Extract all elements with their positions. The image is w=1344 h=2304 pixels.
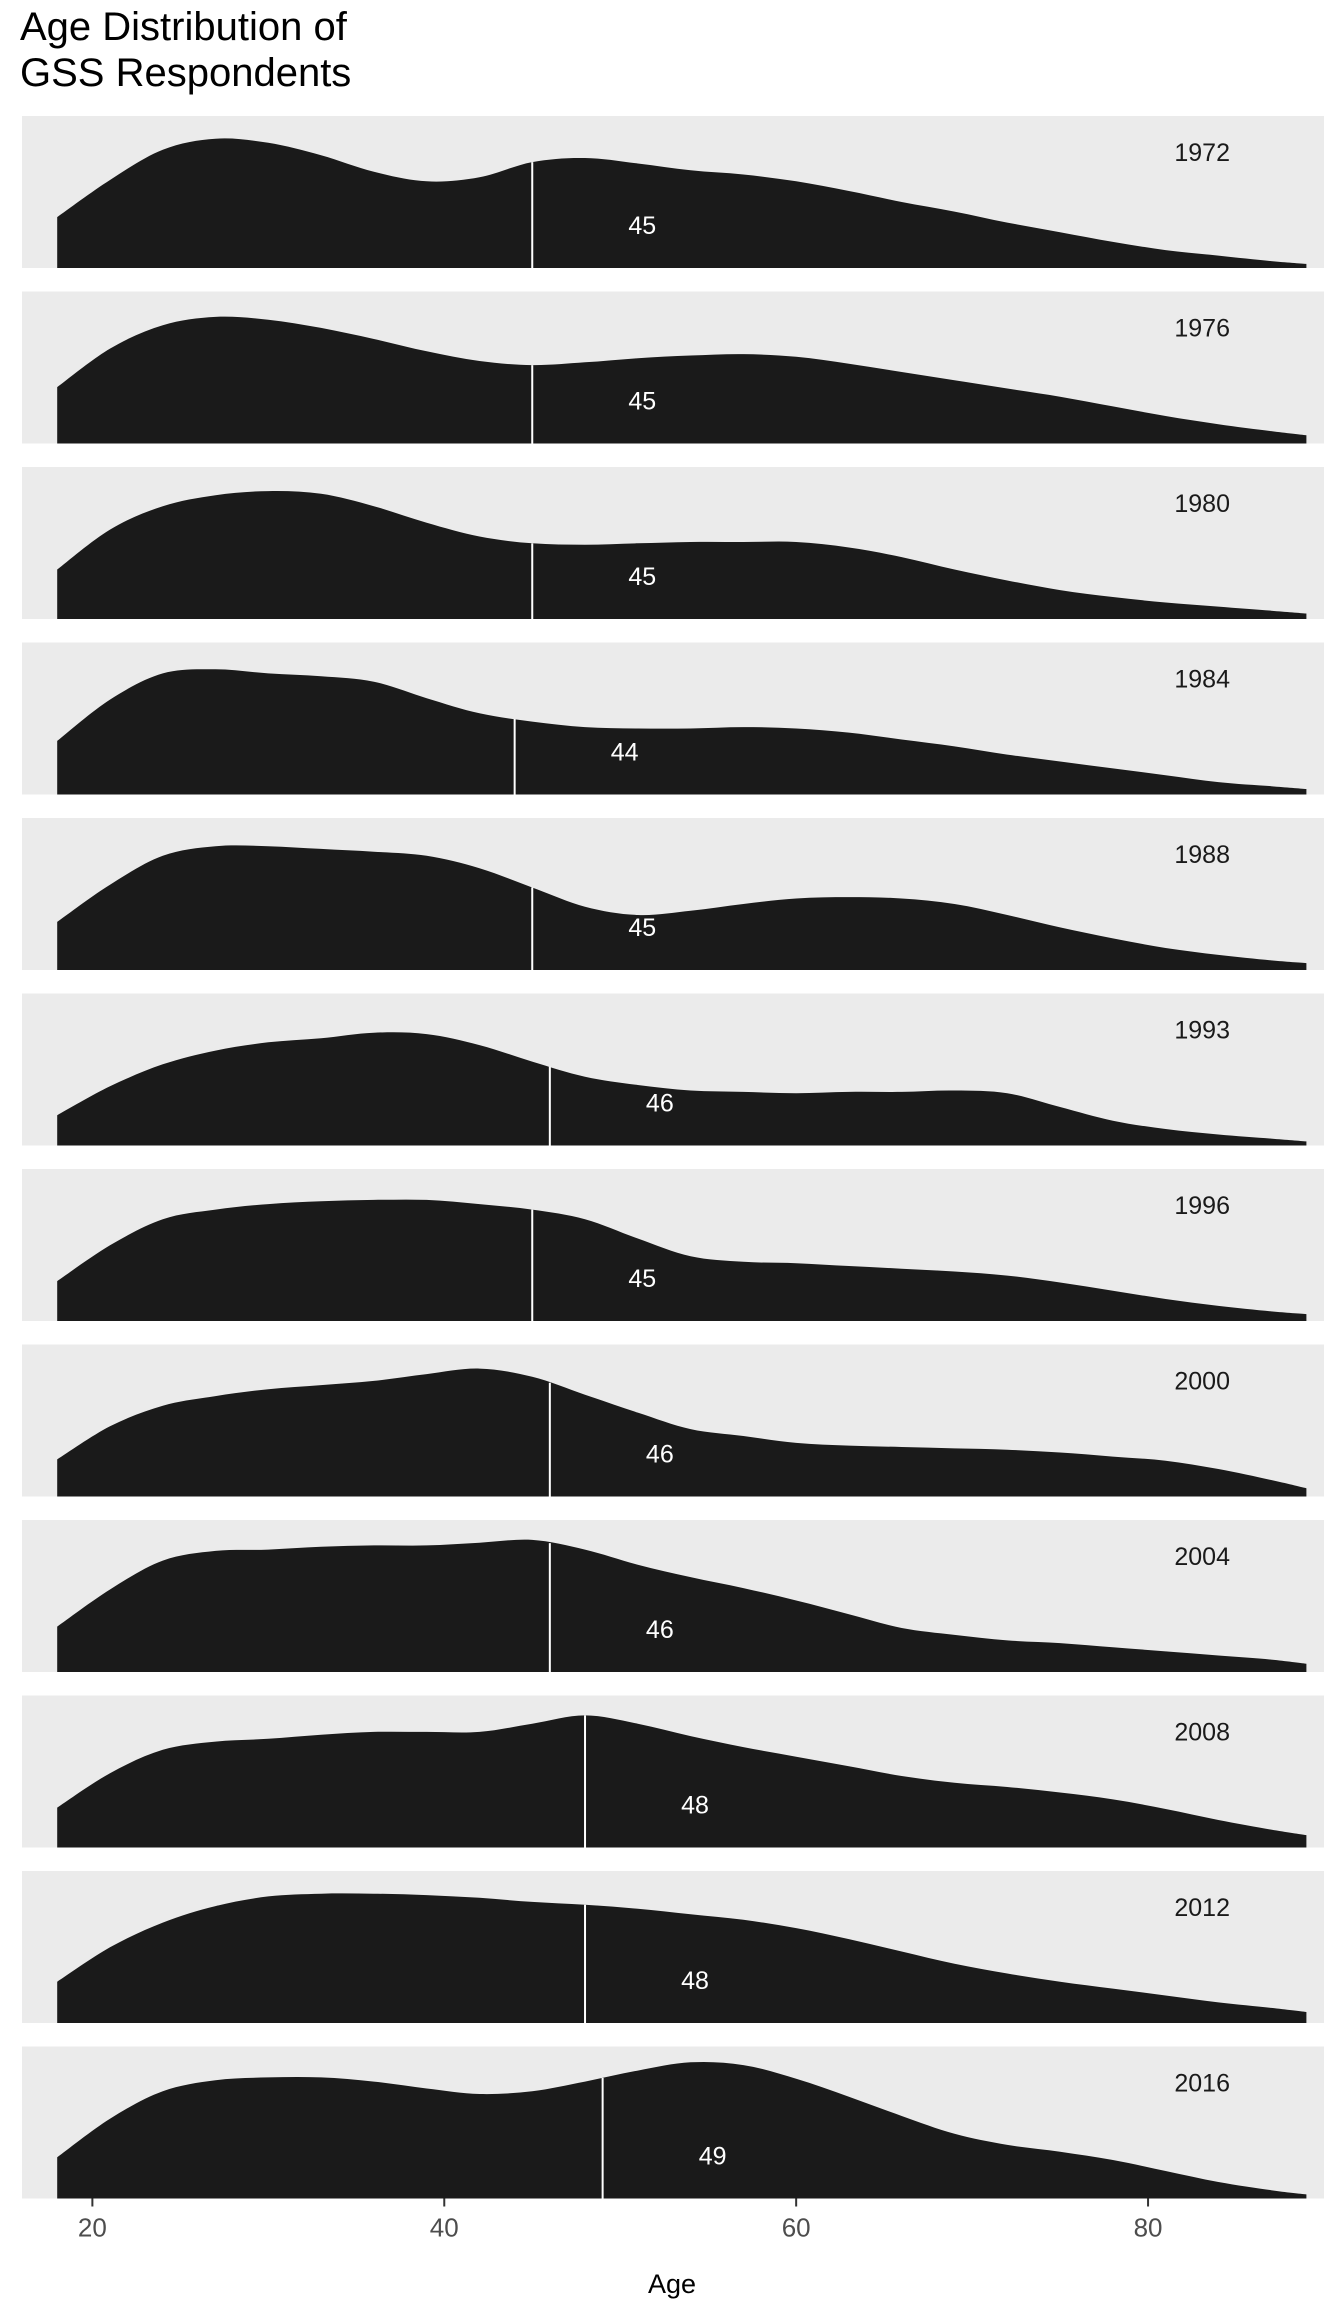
median-label: 49: [699, 2143, 727, 2171]
median-label: 46: [646, 1090, 674, 1118]
year-label: 1988: [1174, 841, 1230, 869]
median-label: 46: [646, 1616, 674, 1644]
x-tick-label: 80: [1134, 2213, 1163, 2243]
year-label: 2016: [1174, 2070, 1230, 2098]
facet-panel: 48 2008: [22, 1695, 1324, 1848]
density-area: [57, 845, 1307, 970]
facet-panel: 45 1972: [22, 116, 1324, 268]
facet-panel: 46 1993: [22, 993, 1324, 1146]
median-label: 45: [628, 1265, 656, 1293]
density-area: [57, 316, 1307, 444]
year-label: 2000: [1174, 1368, 1230, 1396]
density-area: [57, 1199, 1307, 1321]
density-area: [57, 1032, 1307, 1146]
median-label: 44: [611, 739, 639, 767]
year-label: 1976: [1174, 315, 1230, 343]
year-label: 1972: [1174, 139, 1230, 167]
median-label: 48: [681, 1967, 709, 1995]
density-area: [57, 1715, 1307, 1848]
density-area: [57, 1368, 1307, 1497]
x-axis-title: Age: [648, 2269, 696, 2299]
year-label: 1980: [1174, 490, 1230, 518]
facet-panel: 49 2016: [22, 2046, 1324, 2199]
facet-panel: 45 1980: [22, 467, 1324, 619]
facet-panel: 46 2000: [22, 1344, 1324, 1497]
facet-panel: 45 1988: [22, 818, 1324, 970]
facet-panels: 45 1972 45 1976 45 1980 44 1984 45 1988 46 1993 45 19…: [22, 116, 1324, 2199]
chart-title: Age Distribution of GSS Respondents: [20, 4, 620, 96]
median-label: 45: [628, 212, 656, 240]
chart-title-line: Age Distribution of: [20, 5, 347, 49]
facet-panel: 45 1996: [22, 1169, 1324, 1321]
density-area: [57, 2061, 1307, 2199]
density-area: [57, 1893, 1307, 2023]
x-tick-label: 20: [78, 2213, 107, 2243]
median-label: 45: [628, 563, 656, 591]
density-area: [57, 1539, 1307, 1672]
x-tick-label: 60: [782, 2213, 811, 2243]
median-label: 45: [628, 914, 656, 942]
median-label: 45: [628, 388, 656, 416]
facet-panel: 46 2004: [22, 1520, 1324, 1672]
year-label: 2012: [1174, 1894, 1230, 1922]
year-label: 1996: [1174, 1192, 1230, 1220]
facet-panel: 48 2012: [22, 1871, 1324, 2023]
x-axis: 20 40 60 80: [78, 2198, 1163, 2243]
median-label: 48: [681, 1792, 709, 1820]
facet-panel: 44 1984: [22, 642, 1324, 795]
year-label: 2008: [1174, 1719, 1230, 1747]
year-label: 2004: [1174, 1543, 1230, 1571]
facet-panel: 45 1976: [22, 291, 1324, 444]
median-label: 46: [646, 1441, 674, 1469]
year-label: 1993: [1174, 1017, 1230, 1045]
density-area: [57, 491, 1307, 619]
density-area: [57, 138, 1307, 268]
x-tick-label: 40: [430, 2213, 459, 2243]
density-area: [57, 669, 1307, 795]
chart-title-line: GSS Respondents: [20, 51, 352, 95]
year-label: 1984: [1174, 666, 1230, 694]
